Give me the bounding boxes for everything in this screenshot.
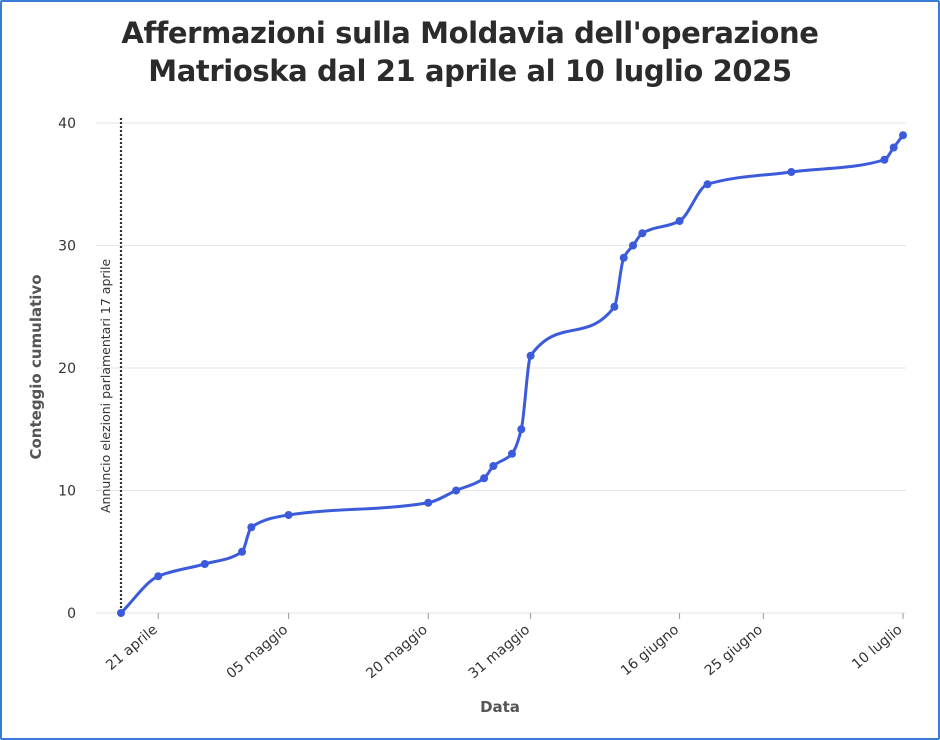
- data-point: [899, 131, 907, 140]
- x-tick-label: 10 luglio: [849, 622, 905, 673]
- y-axis-title: Conteggio cumulativo: [27, 274, 45, 459]
- data-point: [675, 217, 684, 225]
- annotation-group: Annuncio elezioni parlamentari 17 aprile: [98, 118, 123, 613]
- data-point: [508, 449, 516, 458]
- x-axis: 21 aprile 05 maggio 20 maggio 31 maggio 16 g…: [103, 613, 906, 682]
- data-point: [787, 168, 796, 176]
- y-tick-label: 20: [58, 361, 76, 377]
- y-tick-label: 10: [58, 484, 76, 500]
- data-point: [703, 180, 712, 189]
- data-point: [452, 486, 461, 495]
- y-tick-label: 30: [58, 239, 76, 255]
- x-tick-label: 20 maggio: [363, 622, 431, 682]
- chart-title-line1: Affermazioni sulla Moldavia dell'operazi…: [121, 16, 819, 50]
- data-point: [480, 474, 489, 483]
- data-point: [880, 155, 889, 164]
- chart-title-line2: Matrioska dal 21 aprile al 10 luglio 202…: [148, 54, 792, 88]
- annotation-label: Annuncio elezioni parlamentari 17 aprile: [98, 259, 113, 513]
- data-point: [517, 425, 526, 434]
- data-point: [619, 253, 628, 262]
- x-tick-label: 31 maggio: [466, 622, 534, 682]
- data-point: [117, 609, 125, 617]
- data-point: [638, 229, 647, 238]
- data-point: [238, 547, 247, 556]
- data-point: [610, 302, 619, 311]
- gridlines: [96, 122, 906, 614]
- series-line: [119, 133, 905, 615]
- data-point: [284, 511, 293, 519]
- x-tick-label: 05 maggio: [224, 622, 292, 682]
- data-point: [424, 498, 433, 507]
- data-point: [526, 351, 535, 360]
- series-group: [117, 131, 907, 617]
- data-point: [200, 560, 209, 568]
- data-point: [489, 462, 498, 470]
- data-point: [154, 572, 163, 581]
- data-point: [889, 143, 898, 152]
- chart-title: Affermazioni sulla Moldavia dell'operazi…: [0, 14, 940, 90]
- x-tick-label: 21 aprile: [103, 622, 161, 674]
- x-tick-label: 16 giugno: [618, 622, 682, 679]
- data-point: [629, 241, 638, 250]
- data-point: [247, 523, 256, 532]
- x-axis-title: Data: [480, 698, 520, 716]
- y-axis: 0 10 20 30 40: [58, 116, 76, 622]
- y-tick-label: 40: [58, 116, 76, 132]
- y-tick-label: 0: [67, 606, 76, 622]
- x-tick-label: 25 giugno: [702, 622, 766, 679]
